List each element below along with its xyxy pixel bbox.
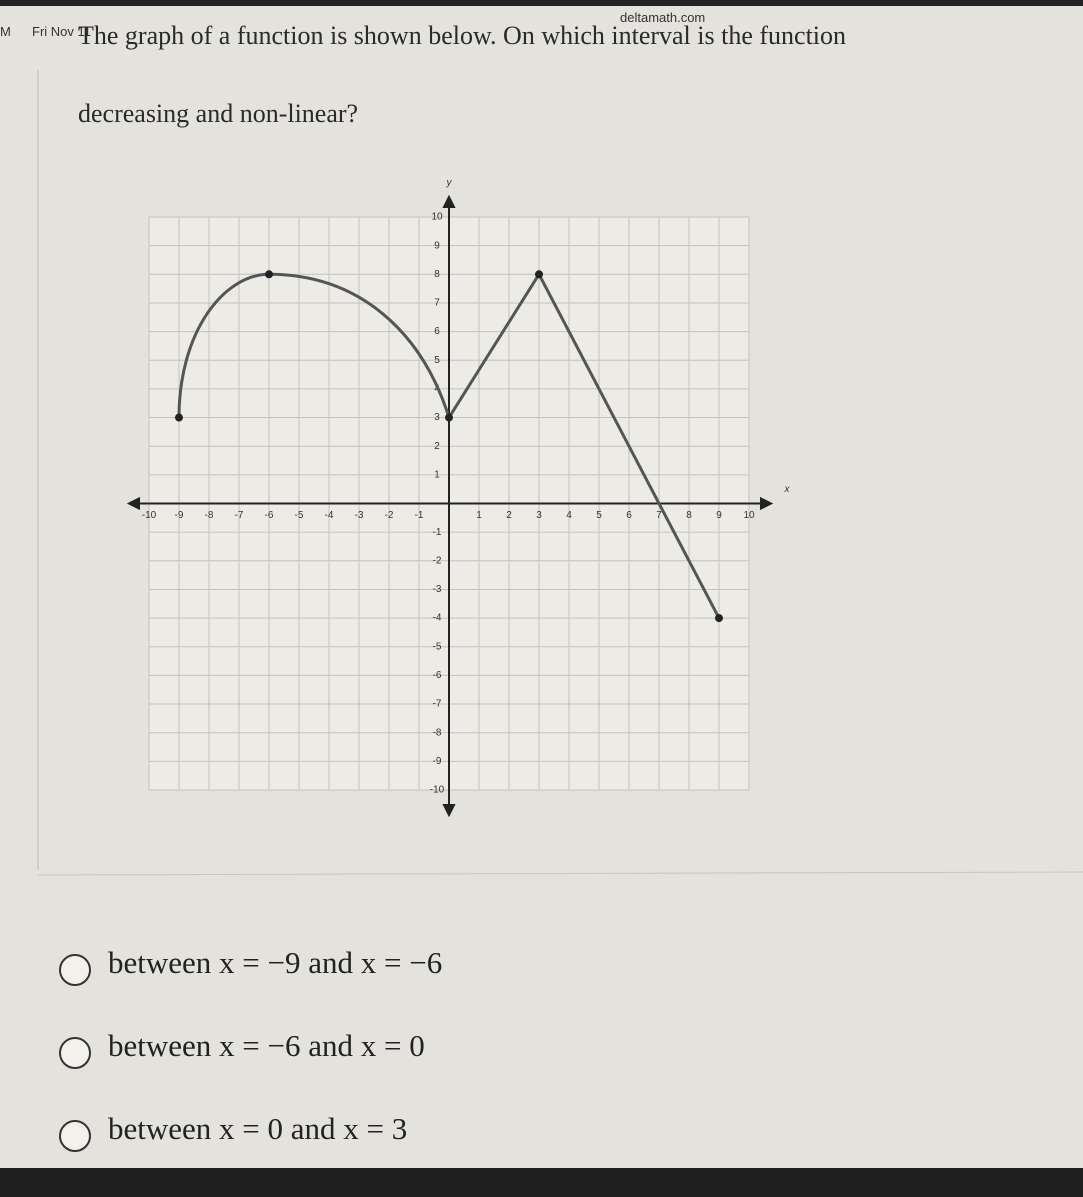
y-axis-label: y [446,178,453,189]
choice-label[interactable]: between x = −9 and x = −6 [108,945,442,980]
x-tick-label: 4 [566,510,572,521]
point [445,413,453,422]
point [175,413,183,422]
y-axis [442,194,456,818]
x-tick-label: 10 [743,510,755,521]
x-tick-label: -9 [175,510,184,521]
choice-label[interactable]: between x = −6 and x = 0 [108,1028,425,1063]
x-tick-label: -4 [325,510,334,521]
radio-button[interactable] [59,1120,91,1152]
x-tick-label: -10 [142,510,157,521]
x-tick-label: -7 [235,510,244,521]
point [535,270,543,279]
x-tick-label: 9 [716,510,722,521]
radio-button[interactable] [59,1037,91,1069]
x-tick-label: -6 [265,510,274,521]
y-tick-label: 10 [431,212,443,223]
y-tick-label: 5 [434,355,440,366]
y-tick-label: 1 [434,469,440,480]
y-tick-label: 9 [434,240,440,251]
question-line: The graph of a function is shown below. … [78,21,846,50]
x-tick-label: 2 [506,510,512,521]
x-tick-label: -8 [205,510,214,521]
y-tick-label: 6 [434,326,440,337]
url: deltamath.com [620,10,705,25]
x-tick-label: -5 [295,510,304,521]
x-axis-label: x [784,484,791,495]
y-tick-label: -3 [433,584,442,595]
x-tick-label: 1 [476,510,482,521]
time: M [0,24,11,39]
y-tick-label: -9 [433,756,442,767]
function-curve [177,271,721,619]
y-tick-label: 7 [434,298,440,309]
date: Fri Nov 11 [32,24,91,39]
bottom-bezel [0,1168,1083,1197]
y-tick-label: -4 [433,613,442,624]
y-tick-label: -7 [433,699,442,710]
x-tick-label: -2 [385,510,394,521]
divider [37,871,1083,876]
y-tick-label: 3 [434,412,440,423]
point [715,614,723,623]
graph: -10 -9 -8 -7 -6 -5 -4 -3 -2 -1 1 2 3 4 5 6 7 8 9 10 -10 -9 -8 -… [126,178,791,818]
choice-label[interactable]: between x = 0 and x = 3 [108,1111,407,1146]
y-tick-label: 2 [434,441,440,452]
choices: between x = −9 and x = −6 between x = −6 … [59,945,442,1152]
point [265,270,273,279]
x-tick-label: 8 [686,510,692,521]
question-line: decreasing and non-linear? [78,99,358,128]
top-bezel [0,0,1083,6]
x-tick-label: 7 [656,510,662,521]
radio-button[interactable] [59,954,91,986]
x-tick-label: -1 [415,510,424,521]
y-tick-label: -1 [433,527,442,538]
y-tick-label: -10 [430,785,445,796]
y-tick-label: -2 [433,555,442,566]
y-tick-label: -8 [433,727,442,738]
x-tick-label: 5 [596,510,602,521]
x-tick-label: 3 [536,510,542,521]
y-tick-label: 8 [434,269,440,280]
y-tick-label: -5 [433,641,442,652]
x-tick-label: 6 [626,510,632,521]
y-tick-label: -6 [433,670,442,681]
x-tick-label: -3 [355,510,364,521]
